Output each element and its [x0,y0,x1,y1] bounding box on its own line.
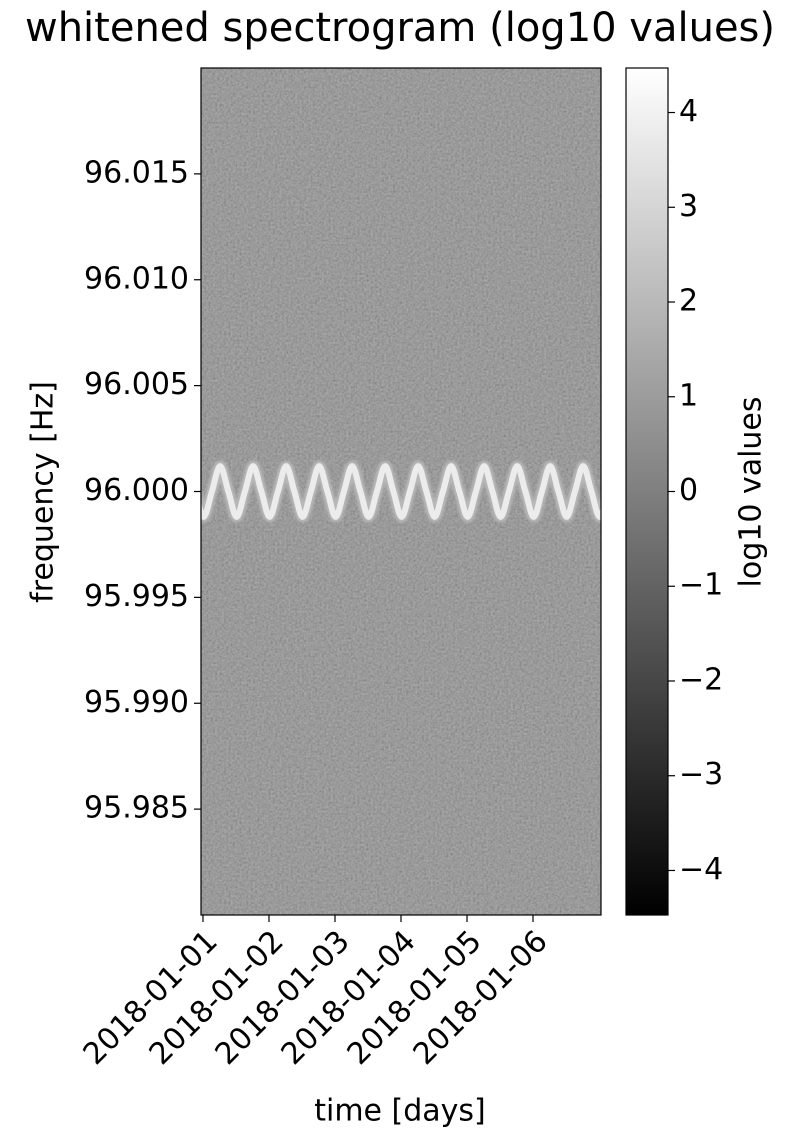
colorbar-tick-label: 1 [679,378,698,413]
y-tick-label: 95.995 [84,579,189,614]
x-axis-label: time [days] [314,1094,486,1129]
y-axis-label: frequency [Hz] [26,381,61,603]
signal-track [201,460,601,523]
colorbar-tick-label: −2 [679,662,723,697]
colorbar-tick-label: 2 [679,284,698,319]
y-tick-label: 96.005 [84,367,189,402]
colorbar-tick-label: 3 [679,189,698,224]
spectrogram-noise [201,68,601,915]
colorbar-tick-label: −1 [679,568,723,603]
colorbar-tick-label: 4 [679,94,698,129]
signal-line [201,463,601,520]
colorbar-tick-label: −3 [679,757,723,792]
y-tick-label: 95.990 [84,685,189,720]
chart-title: whitened spectrogram (log10 values) [25,5,775,51]
colorbar-tick-label: −4 [679,852,723,887]
y-tick-label: 96.010 [84,261,189,296]
colorbar-label: log10 values [734,396,769,587]
y-tick-label: 96.015 [84,155,189,190]
colorbar-tick-label: 0 [679,473,698,508]
y-tick-label: 96.000 [84,473,189,508]
y-tick-label: 95.985 [84,791,189,826]
colorbar [625,67,669,916]
